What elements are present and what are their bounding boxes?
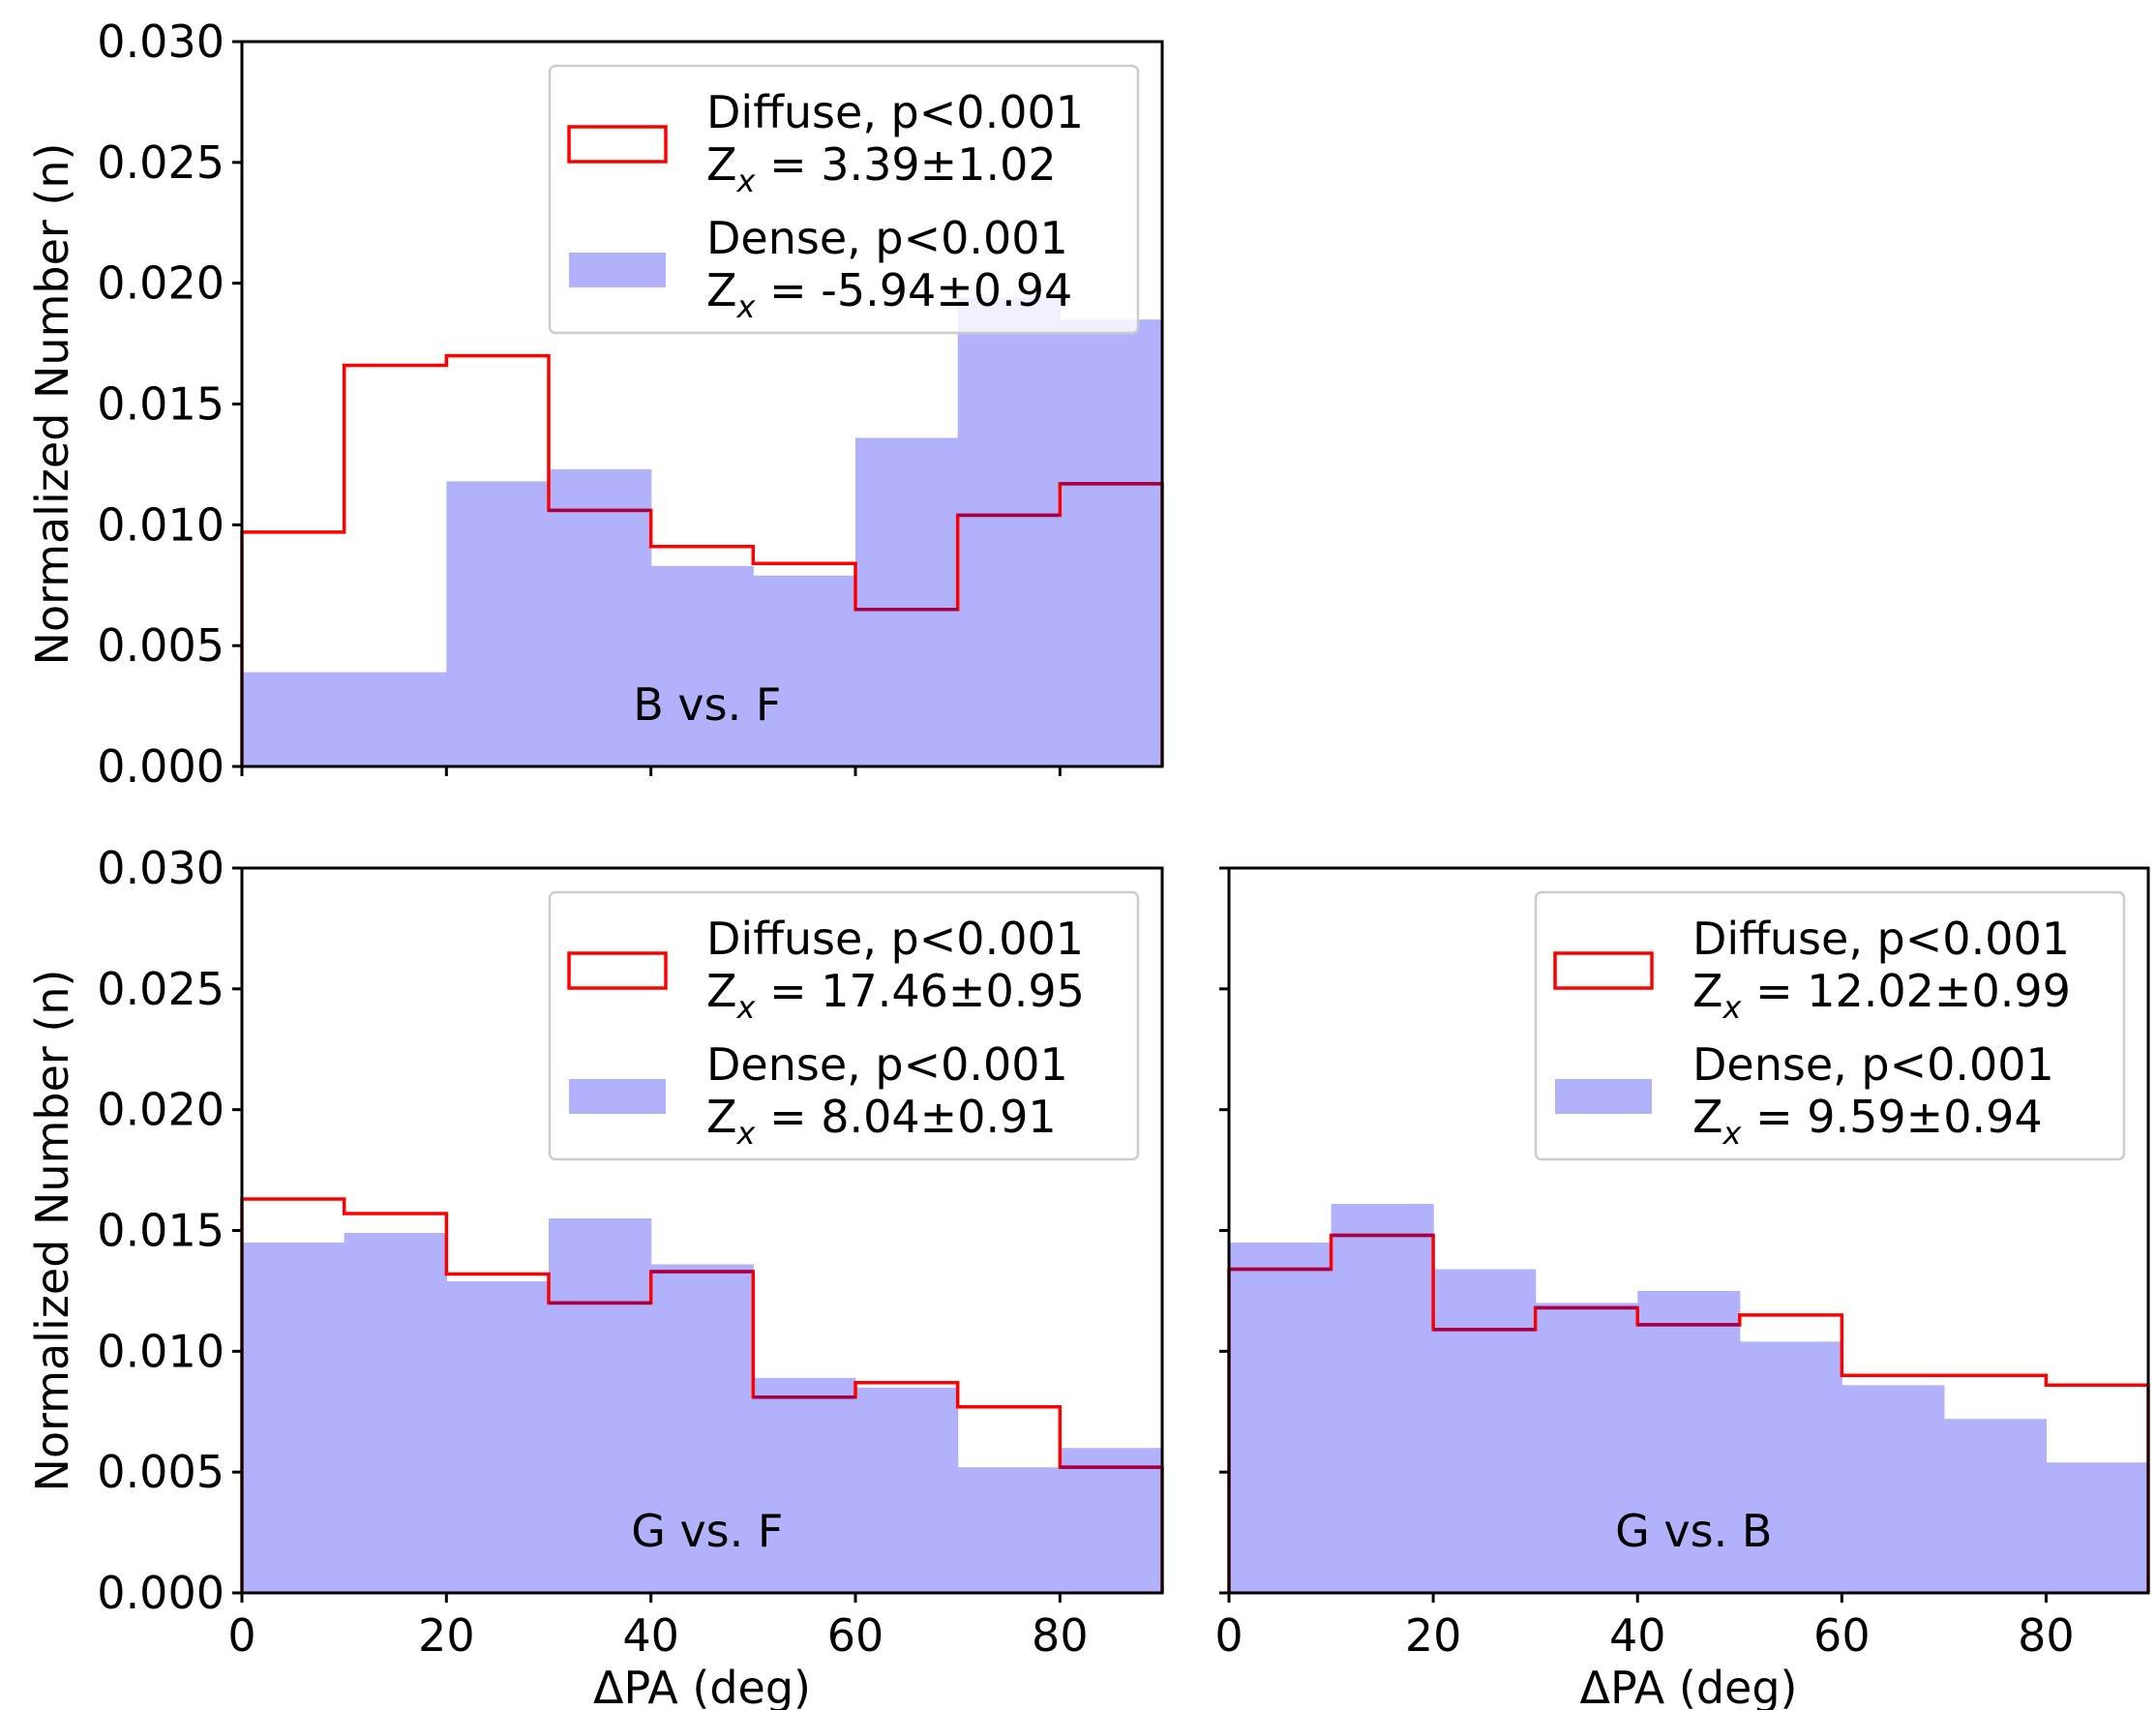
dense-bar <box>1535 1303 1638 1593</box>
x-axis-label: ΔPA (deg) <box>593 1662 811 1710</box>
y-tick-label: 0.000 <box>97 1567 225 1619</box>
panel-bottom-left: 0.000 0.005 0.010 0.015 0.020 0.025 0.030 0 20 40… <box>26 842 1164 1710</box>
legend-frame <box>1534 890 2126 1161</box>
y-tick-label: 0.030 <box>97 15 225 68</box>
y-tick-label: 0.025 <box>97 963 225 1015</box>
legend-entry-label: Dense, p<0.001 <box>706 1038 1068 1091</box>
panel-annotation: B vs. F <box>633 678 781 731</box>
dense-bar <box>446 1280 550 1593</box>
panel-bottom-right: 0 20 40 60 80 ΔPA (deg) G vs. B Diffuse, p<0.00… <box>1214 866 2150 1710</box>
legend-entry-stat: Zx = 9.59±0.94 <box>1692 1091 2043 1152</box>
dense-bar <box>753 1377 856 1593</box>
x-tick-label: 40 <box>1609 1609 1666 1662</box>
y-axis-label: Normalized Number (n) <box>26 970 78 1492</box>
legend-swatch-dense <box>569 1079 666 1114</box>
x-tick-label: 20 <box>1405 1609 1462 1662</box>
legend-entry-stat: Zx = 8.04±0.91 <box>706 1091 1057 1152</box>
legend-entry-label: Dense, p<0.001 <box>706 212 1068 264</box>
x-tick-label: 60 <box>827 1609 884 1662</box>
dense-bar <box>650 1264 754 1593</box>
dense-bar <box>446 481 550 766</box>
legend-entry-label: Diffuse, p<0.001 <box>1692 913 2070 965</box>
y-tick-label: 0.010 <box>97 498 225 551</box>
y-tick-label: 0.010 <box>97 1325 225 1377</box>
x-tick-label: 0 <box>1214 1609 1243 1662</box>
panel-top-left: 0.000 0.005 0.010 0.015 0.020 0.025 0.030 Norma… <box>26 15 1164 793</box>
x-tick-label: 0 <box>227 1609 255 1662</box>
x-tick-label: 80 <box>2018 1609 2075 1662</box>
x-axis-label: ΔPA (deg) <box>1580 1662 1798 1710</box>
legend-swatch-diffuse <box>567 125 668 164</box>
y-tick-label: 0.000 <box>97 740 225 793</box>
dense-bar <box>1331 1204 1434 1593</box>
dense-bar <box>650 565 754 766</box>
x-tick-label: 20 <box>418 1609 475 1662</box>
dense-bar <box>1433 1269 1537 1593</box>
x-tick-label: 60 <box>1813 1609 1871 1662</box>
dense-bar <box>957 297 1061 766</box>
legend-entry-label: Diffuse, p<0.001 <box>706 86 1084 138</box>
panel-annotation: G vs. F <box>631 1505 783 1557</box>
dense-bar <box>1842 1385 1945 1593</box>
dense-bar <box>344 1232 447 1593</box>
legend-swatch-dense <box>569 253 666 287</box>
dense-bar <box>344 672 447 766</box>
dense-bar <box>1060 1448 1163 1593</box>
legend-swatch-diffuse <box>1553 951 1654 990</box>
dense-bar <box>1060 319 1163 766</box>
dense-bar <box>1637 1290 1741 1593</box>
dense-bar <box>549 468 652 766</box>
x-tick-label: 80 <box>1032 1609 1089 1662</box>
dense-bar <box>753 575 856 766</box>
dense-bar <box>1943 1419 2048 1593</box>
dense-bar <box>957 1467 1061 1593</box>
y-tick-label: 0.030 <box>97 842 225 894</box>
legend-entry-stat: Zx = 12.02±0.99 <box>1692 965 2071 1026</box>
legend-entry-stat: Zx = -5.94±0.94 <box>706 264 1072 325</box>
dense-bar <box>2046 1462 2149 1593</box>
dense-bar <box>242 1242 345 1593</box>
dense-bar <box>855 1387 959 1593</box>
x-tick-label: 40 <box>622 1609 679 1662</box>
legend-entry-label: Diffuse, p<0.001 <box>706 913 1084 965</box>
y-tick-label: 0.020 <box>97 257 225 310</box>
dense-bar <box>1739 1341 1842 1593</box>
legend-frame <box>548 890 1140 1161</box>
y-tick-label: 0.005 <box>97 1446 225 1498</box>
y-axis-label: Normalized Number (n) <box>26 143 78 666</box>
panel-annotation: G vs. B <box>1615 1505 1772 1557</box>
y-tick-label: 0.020 <box>97 1084 225 1136</box>
y-tick-label: 0.025 <box>97 136 225 189</box>
dense-bar <box>855 437 959 766</box>
dense-bar <box>242 672 345 766</box>
dense-bar <box>549 1218 652 1593</box>
legend-frame <box>548 64 1140 335</box>
y-tick-label: 0.015 <box>97 378 225 431</box>
y-tick-label: 0.015 <box>97 1205 225 1257</box>
legend-entry-stat: Zx = 3.39±1.02 <box>706 138 1057 199</box>
legend-swatch-dense <box>1555 1079 1652 1114</box>
y-tick-label: 0.005 <box>97 619 225 672</box>
legend-entry-stat: Zx = 17.46±0.95 <box>706 965 1085 1026</box>
dense-bar <box>1229 1242 1333 1593</box>
legend-entry-label: Dense, p<0.001 <box>1692 1038 2054 1091</box>
legend-swatch-diffuse <box>567 951 668 990</box>
